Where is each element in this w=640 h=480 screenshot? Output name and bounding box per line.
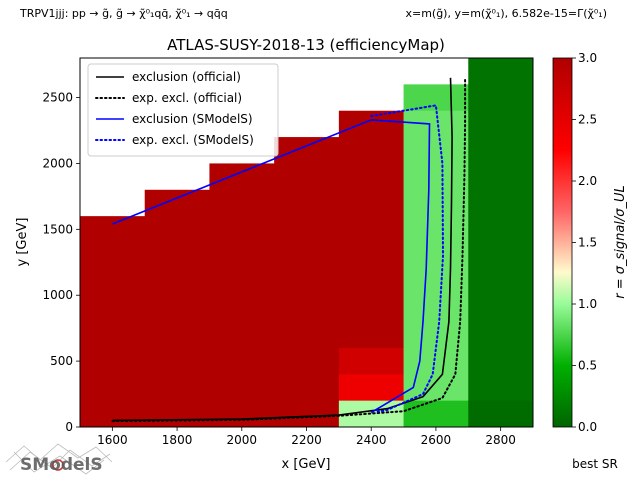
x-tick-label: 2600 (421, 433, 452, 447)
legend-label: exclusion (SModelS) (132, 112, 253, 126)
chart-title: ATLAS-SUSY-2018-13 (efficiencyMap) (167, 36, 445, 54)
x-tick-label: 1800 (162, 433, 193, 447)
y-axis-label: y [GeV] (15, 218, 30, 267)
colorbar-tick-label: 3.0 (578, 51, 597, 65)
colorbar-tick-label: 0.0 (578, 420, 597, 434)
y-tick-label: 1000 (42, 288, 73, 302)
legend-label: exclusion (official) (132, 70, 241, 84)
y-tick-label: 0 (65, 420, 73, 434)
heatmap-cell (338, 374, 405, 402)
logo-text: SModelS (20, 455, 103, 475)
heatmap-cell (468, 58, 533, 402)
heatmap-cells (80, 58, 533, 427)
colorbar-ticks: 0.0 0.5 1.0 1.5 2.0 2.5 3.0 (572, 51, 597, 434)
x-axis-label: x [GeV] (282, 457, 331, 472)
x-tick-label: 2200 (291, 433, 322, 447)
x-tick-label: 2400 (356, 433, 387, 447)
heatmap-cell (209, 163, 275, 427)
y-tick-label: 2000 (42, 156, 73, 170)
y-tick-label: 2500 (42, 91, 73, 105)
heatmap-cell (338, 347, 405, 375)
x-tick-label: 1600 (97, 433, 128, 447)
smodels-logo: SModelS (5, 443, 113, 475)
best-sr-label: best SR (572, 457, 618, 471)
legend-label: exp. excl. (SModelS) (132, 133, 254, 147)
curves (111, 76, 467, 423)
axis-definition: x=m(g̃), y=m(χ̃⁰₁), 6.582e-15=Γ(χ̃⁰₁) (405, 7, 607, 20)
colorbar-tick-label: 2.0 (578, 174, 597, 188)
x-ticks: 1600 1800 2000 2200 2400 2600 2800 (97, 427, 516, 447)
series-line (112, 119, 431, 414)
legend: exclusion (official) exp. excl. (official… (87, 63, 279, 157)
series-line (370, 104, 445, 413)
x-tick-label: 2800 (485, 433, 516, 447)
colorbar-label: r = σ_signal/σ_UL (613, 185, 628, 299)
heatmap-cell (144, 189, 210, 427)
y-ticks: 0 500 1000 1500 2000 2500 (42, 91, 80, 434)
heatmap-cell (274, 137, 340, 427)
colorbar-tick-label: 0.5 (578, 359, 597, 373)
legend-label: exp. excl. (official) (132, 91, 242, 105)
y-tick-label: 500 (50, 354, 73, 368)
model-description: TRPV1jjj: pp → g̃, g̃ → χ̃⁰₁qq̄, χ̃⁰₁ → … (19, 7, 228, 20)
colorbar (552, 57, 573, 428)
colorbar-tick-label: 1.5 (578, 236, 597, 250)
heatmap-cell (80, 216, 146, 427)
colorbar-tick-label: 2.5 (578, 113, 597, 127)
colorbar-tick-label: 1.0 (578, 297, 597, 311)
series-line (111, 76, 467, 423)
heatmap-cell (468, 400, 533, 427)
y-tick-label: 1500 (42, 222, 73, 236)
legend-box (87, 63, 279, 157)
heatmap-cell (403, 110, 469, 402)
heatmap-cell (338, 110, 405, 349)
heatmap-cell (403, 400, 469, 427)
x-tick-label: 2000 (227, 433, 258, 447)
